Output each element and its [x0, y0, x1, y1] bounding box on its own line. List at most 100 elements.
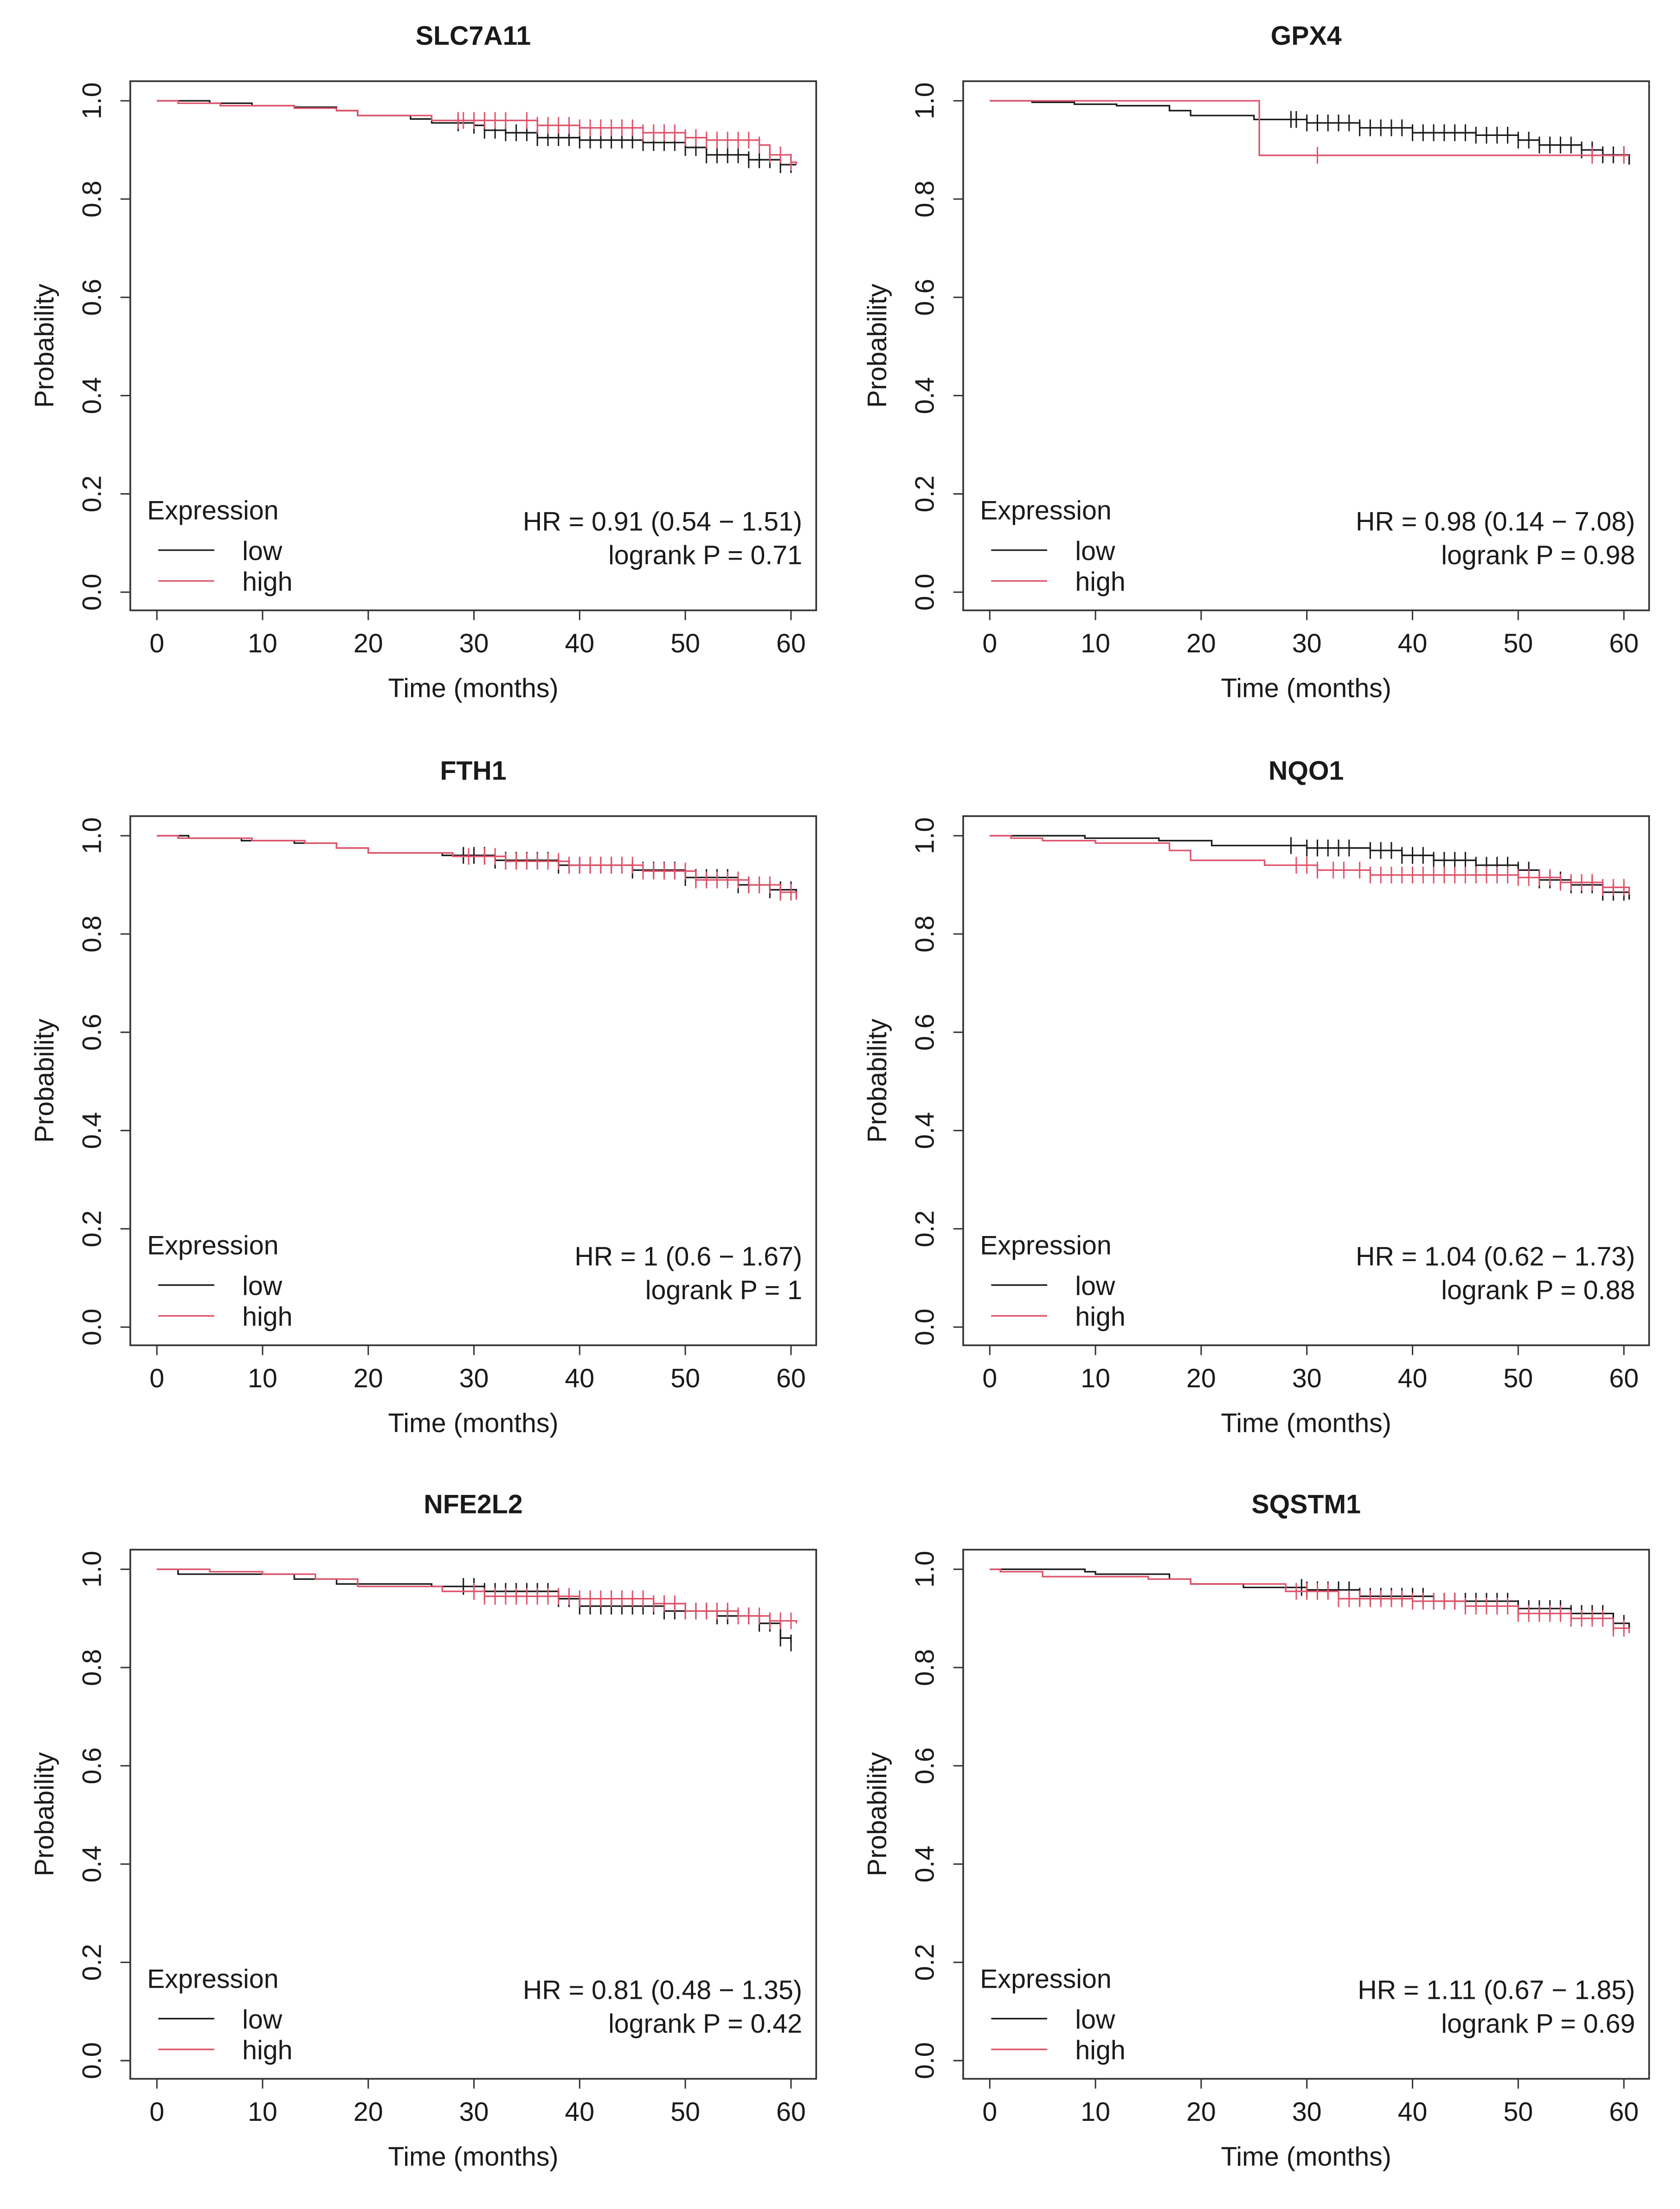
- y-tick-label: 0.0: [77, 1308, 107, 1346]
- x-tick-label: 30: [459, 2097, 489, 2127]
- y-tick-label: 1.0: [77, 817, 107, 854]
- x-tick-label: 0: [149, 2097, 164, 2127]
- y-tick-label: 0.2: [910, 1944, 940, 1981]
- logrank-p-text: logrank P = 0.42: [608, 2009, 802, 2039]
- legend-label-high: high: [242, 2035, 292, 2065]
- y-tick-label: 0.6: [77, 279, 107, 316]
- y-tick-label: 1.0: [910, 817, 940, 854]
- x-tick-label: 40: [1398, 629, 1428, 658]
- y-tick-label: 0.6: [77, 1747, 107, 1784]
- km-panel-nqo1: NQO1 0 10 20 30 40 50 60 Time (months) 0.0 0.2 0.4 0…: [863, 756, 1650, 1438]
- panel-title: FTH1: [440, 756, 506, 786]
- y-tick-label: 0.2: [910, 1211, 940, 1248]
- y-tick-label: 0.8: [910, 915, 940, 953]
- legend-label-high: high: [1075, 2035, 1125, 2065]
- y-axis-label: Probability: [863, 1752, 892, 1876]
- x-tick-label: 20: [1186, 629, 1216, 658]
- x-tick-label: 10: [248, 2097, 277, 2127]
- hazard-ratio-text: HR = 0.98 (0.14 − 7.08): [1356, 507, 1635, 536]
- x-tick-label: 20: [354, 629, 383, 658]
- legend-label-high: high: [242, 1302, 292, 1332]
- x-tick-label: 20: [354, 1364, 383, 1393]
- panel-title: SLC7A11: [416, 21, 531, 51]
- panel-title: NFE2L2: [424, 1489, 522, 1519]
- y-tick-label: 0.6: [77, 1014, 107, 1051]
- x-tick-label: 50: [1503, 2097, 1533, 2127]
- y-tick-label: 0.4: [77, 377, 107, 414]
- hazard-ratio-text: HR = 0.81 (0.48 − 1.35): [523, 1975, 802, 2005]
- x-axis-label: Time (months): [388, 2142, 558, 2171]
- legend-label-low: low: [242, 1271, 283, 1301]
- y-tick-label: 1.0: [910, 82, 940, 119]
- panel-title: GPX4: [1271, 21, 1342, 51]
- km-curve-low: [990, 1568, 1630, 1629]
- km-panel-gpx4: GPX4 0 10 20 30 40 50 60 Time (months) 0.0 0.2 0.4 0…: [863, 21, 1650, 703]
- y-tick-label: 0.2: [77, 1944, 107, 1981]
- x-tick-label: 40: [565, 1364, 594, 1393]
- x-tick-label: 30: [459, 1364, 489, 1393]
- x-tick-label: 30: [459, 629, 489, 658]
- x-tick-label: 40: [1398, 1364, 1428, 1393]
- x-axis-label: Time (months): [388, 674, 558, 703]
- x-tick-label: 10: [248, 629, 277, 658]
- x-tick-label: 10: [1081, 1364, 1110, 1393]
- y-tick-label: 0.6: [910, 279, 940, 316]
- y-tick-label: 0.8: [77, 180, 107, 218]
- km-curve-low: [157, 100, 797, 166]
- y-tick-label: 0.8: [910, 180, 940, 218]
- x-tick-label: 10: [1081, 629, 1110, 658]
- x-tick-label: 30: [1292, 2097, 1322, 2127]
- x-tick-label: 40: [565, 629, 594, 658]
- legend-title: Expression: [147, 1964, 279, 1994]
- x-tick-label: 20: [1186, 2097, 1216, 2127]
- legend-label-low: low: [242, 2005, 283, 2035]
- y-tick-label: 0.4: [910, 1846, 940, 1883]
- legend-label-high: high: [1075, 1302, 1125, 1332]
- logrank-p-text: logrank P = 0.98: [1441, 541, 1635, 570]
- x-tick-label: 60: [1609, 629, 1639, 658]
- y-axis-label: Probability: [30, 1752, 59, 1876]
- y-tick-label: 0.4: [910, 1112, 940, 1149]
- y-tick-label: 0.0: [77, 2042, 107, 2079]
- km-panel-sqstm1: SQSTM1 0 10 20 30 40 50 60 Time (months) 0.0 0.2 0.…: [863, 1489, 1650, 2171]
- x-tick-label: 50: [1503, 1364, 1533, 1393]
- y-axis-label: Probability: [863, 283, 892, 408]
- hazard-ratio-text: HR = 1.11 (0.67 − 1.85): [1358, 1975, 1635, 2005]
- x-tick-label: 50: [1503, 629, 1533, 658]
- km-panel-fth1: FTH1 0 10 20 30 40 50 60 Time (months) 0.0 0.2 0.4 0…: [30, 756, 817, 1438]
- legend-title: Expression: [980, 1230, 1112, 1260]
- x-axis-label: Time (months): [1221, 1409, 1391, 1438]
- logrank-p-text: logrank P = 0.88: [1441, 1275, 1635, 1305]
- x-tick-label: 10: [248, 1364, 277, 1393]
- y-tick-label: 0.6: [910, 1747, 940, 1784]
- y-tick-label: 0.8: [910, 1649, 940, 1686]
- y-tick-label: 0.0: [910, 1308, 940, 1346]
- x-tick-label: 60: [1609, 2097, 1639, 2127]
- x-axis-label: Time (months): [1221, 674, 1391, 703]
- y-tick-label: 1.0: [77, 1551, 107, 1588]
- km-curve-high: [157, 100, 797, 165]
- x-tick-label: 0: [149, 1364, 164, 1393]
- x-tick-label: 0: [982, 2097, 997, 2127]
- km-panel-nfe2l2: NFE2L2 0 10 20 30 40 50 60 Time (months) 0.0 0.2 0.…: [30, 1489, 817, 2171]
- legend-title: Expression: [980, 1964, 1112, 1994]
- x-tick-label: 50: [670, 629, 700, 658]
- legend-label-low: low: [1075, 536, 1115, 566]
- y-tick-label: 0.8: [77, 1649, 107, 1686]
- legend-label-high: high: [1075, 567, 1125, 597]
- x-tick-label: 20: [354, 2097, 383, 2127]
- x-tick-label: 50: [670, 1364, 700, 1393]
- km-curve-low: [157, 835, 797, 897]
- y-tick-label: 0.2: [77, 1211, 107, 1248]
- legend-label-high: high: [242, 567, 292, 597]
- legend-label-low: low: [1075, 2005, 1115, 2035]
- y-axis-label: Probability: [30, 283, 59, 408]
- x-tick-label: 60: [776, 629, 806, 658]
- legend-title: Expression: [980, 496, 1112, 525]
- x-axis-label: Time (months): [388, 1409, 558, 1438]
- y-tick-label: 0.4: [77, 1112, 107, 1149]
- x-axis-label: Time (months): [1221, 2142, 1391, 2171]
- x-tick-label: 50: [670, 2097, 700, 2127]
- y-tick-label: 0.0: [910, 2042, 940, 2079]
- y-tick-label: 0.8: [77, 915, 107, 953]
